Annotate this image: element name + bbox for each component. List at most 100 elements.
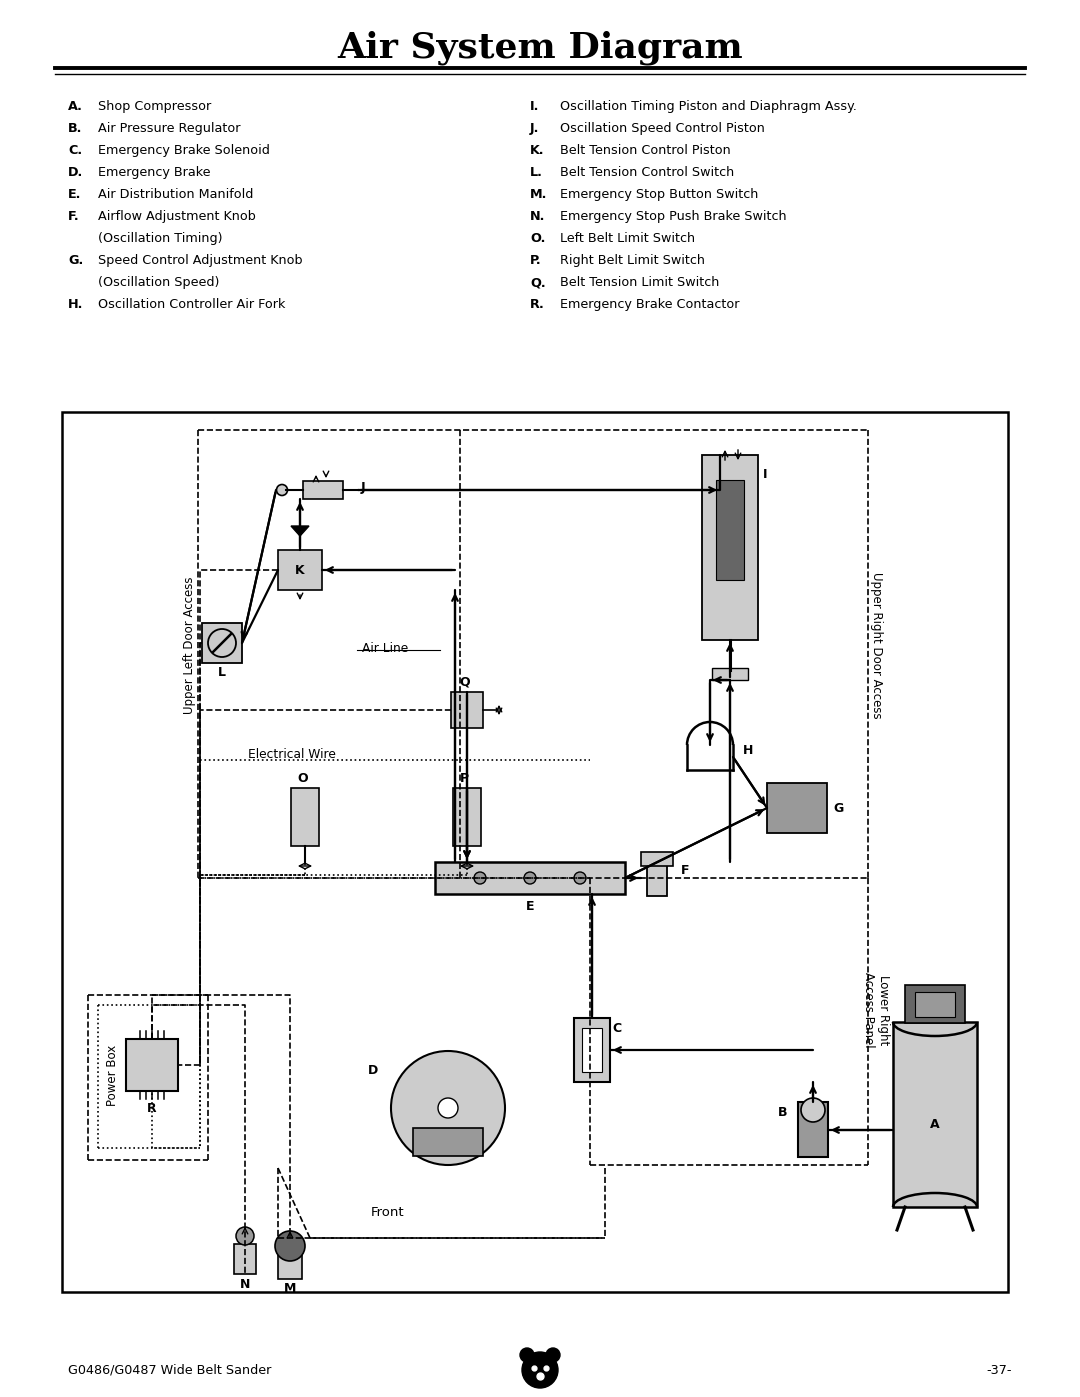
Text: Left Belt Limit Switch: Left Belt Limit Switch xyxy=(561,232,696,244)
Circle shape xyxy=(237,1227,254,1245)
Bar xyxy=(582,1028,602,1071)
Text: Belt Tension Limit Switch: Belt Tension Limit Switch xyxy=(561,277,719,289)
Text: H.: H. xyxy=(68,298,83,312)
Text: B: B xyxy=(779,1105,787,1119)
Bar xyxy=(647,861,667,895)
Circle shape xyxy=(573,872,586,884)
Text: Emergency Stop Push Brake Switch: Emergency Stop Push Brake Switch xyxy=(561,210,786,224)
Bar xyxy=(767,782,827,833)
Text: Air Line: Air Line xyxy=(362,641,408,655)
Text: C: C xyxy=(612,1021,622,1035)
Text: L: L xyxy=(218,666,226,679)
Text: -37-: -37- xyxy=(986,1363,1012,1376)
Bar xyxy=(234,1243,256,1274)
Text: D.: D. xyxy=(68,166,83,179)
Text: Belt Tension Control Piston: Belt Tension Control Piston xyxy=(561,144,731,156)
Text: Emergency Stop Button Switch: Emergency Stop Button Switch xyxy=(561,189,758,201)
Bar xyxy=(893,1023,977,1207)
Text: Air Distribution Manifold: Air Distribution Manifold xyxy=(98,189,254,201)
Circle shape xyxy=(474,872,486,884)
Circle shape xyxy=(546,1348,561,1362)
Text: Air System Diagram: Air System Diagram xyxy=(337,31,743,66)
Text: G0486/G0487 Wide Belt Sander: G0486/G0487 Wide Belt Sander xyxy=(68,1363,271,1376)
Bar xyxy=(905,985,966,1023)
Text: H: H xyxy=(743,743,753,757)
Bar xyxy=(702,455,758,640)
Text: I: I xyxy=(762,468,767,482)
Bar xyxy=(202,623,242,664)
Text: Airflow Adjustment Knob: Airflow Adjustment Knob xyxy=(98,210,256,224)
Text: Emergency Brake: Emergency Brake xyxy=(98,166,211,179)
Bar xyxy=(453,788,481,847)
Text: Electrical Wire: Electrical Wire xyxy=(248,749,336,761)
Text: (Oscillation Timing): (Oscillation Timing) xyxy=(98,232,222,244)
Bar xyxy=(291,788,319,847)
Circle shape xyxy=(522,1352,558,1389)
Text: J.: J. xyxy=(530,122,539,136)
Circle shape xyxy=(519,1348,534,1362)
Text: K: K xyxy=(295,563,305,577)
Bar xyxy=(642,852,673,866)
Text: R: R xyxy=(147,1102,157,1115)
Text: Upper Left Door Access: Upper Left Door Access xyxy=(184,576,197,714)
Bar xyxy=(303,481,343,499)
Text: I.: I. xyxy=(530,101,539,113)
Text: N.: N. xyxy=(530,210,545,224)
Bar xyxy=(413,1127,483,1155)
Bar xyxy=(62,412,1008,1292)
Text: Right Belt Limit Switch: Right Belt Limit Switch xyxy=(561,254,705,267)
Bar xyxy=(435,862,625,894)
Text: Speed Control Adjustment Knob: Speed Control Adjustment Knob xyxy=(98,254,302,267)
Text: Q.: Q. xyxy=(530,277,545,289)
Text: Power Box: Power Box xyxy=(106,1045,119,1105)
Text: F.: F. xyxy=(68,210,80,224)
Text: E.: E. xyxy=(68,189,81,201)
Text: P.: P. xyxy=(530,254,542,267)
Bar xyxy=(716,481,744,580)
Bar xyxy=(573,1018,610,1083)
Text: A: A xyxy=(930,1119,940,1132)
Text: G.: G. xyxy=(68,254,83,267)
Text: D: D xyxy=(368,1063,378,1077)
Polygon shape xyxy=(291,527,309,536)
Text: Air Pressure Regulator: Air Pressure Regulator xyxy=(98,122,241,136)
Circle shape xyxy=(275,1231,305,1261)
Text: Oscillation Speed Control Piston: Oscillation Speed Control Piston xyxy=(561,122,765,136)
Text: R.: R. xyxy=(530,298,544,312)
Text: N: N xyxy=(240,1277,251,1291)
Text: F: F xyxy=(680,863,689,876)
Text: P: P xyxy=(459,771,469,785)
Circle shape xyxy=(438,1098,458,1118)
Circle shape xyxy=(801,1098,825,1122)
Bar xyxy=(915,992,955,1017)
Text: L.: L. xyxy=(530,166,543,179)
Text: Belt Tension Control Switch: Belt Tension Control Switch xyxy=(561,166,734,179)
Text: O.: O. xyxy=(530,232,545,244)
Text: Oscillation Timing Piston and Diaphragm Assy.: Oscillation Timing Piston and Diaphragm … xyxy=(561,101,856,113)
Text: Emergency Brake Contactor: Emergency Brake Contactor xyxy=(561,298,740,312)
Text: Emergency Brake Solenoid: Emergency Brake Solenoid xyxy=(98,144,270,156)
Bar xyxy=(126,1039,178,1091)
Text: Front: Front xyxy=(372,1207,405,1220)
Text: (Oscillation Speed): (Oscillation Speed) xyxy=(98,277,219,289)
Text: B.: B. xyxy=(68,122,82,136)
Bar xyxy=(451,692,483,728)
Circle shape xyxy=(524,872,536,884)
Bar xyxy=(278,1253,302,1280)
Bar xyxy=(712,668,748,680)
Text: M.: M. xyxy=(530,189,548,201)
Text: E: E xyxy=(526,900,535,912)
Text: M: M xyxy=(284,1281,296,1295)
Bar xyxy=(278,550,322,590)
Text: Oscillation Controller Air Fork: Oscillation Controller Air Fork xyxy=(98,298,285,312)
Text: K.: K. xyxy=(530,144,544,156)
Text: G: G xyxy=(834,802,845,814)
Bar xyxy=(798,1102,828,1157)
Text: Q: Q xyxy=(460,676,470,689)
Text: A.: A. xyxy=(68,101,83,113)
Text: O: O xyxy=(298,771,308,785)
Text: Upper Right Door Access: Upper Right Door Access xyxy=(869,571,882,718)
Circle shape xyxy=(276,485,287,496)
Text: Shop Compressor: Shop Compressor xyxy=(98,101,212,113)
Text: C.: C. xyxy=(68,144,82,156)
